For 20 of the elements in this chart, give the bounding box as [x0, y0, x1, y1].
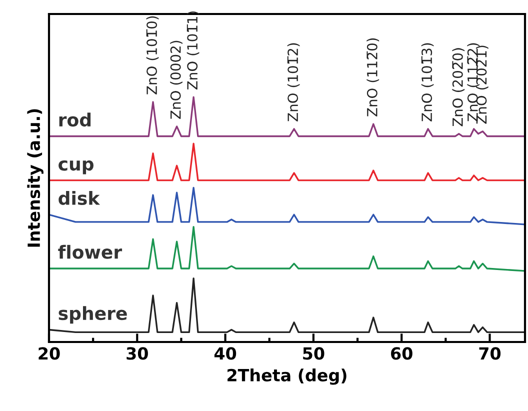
- x-tick-label: 20: [38, 347, 60, 360]
- series-label: sphere: [58, 306, 127, 324]
- x-tick-label: 30: [126, 347, 148, 360]
- x-tick-label: 50: [303, 347, 324, 360]
- series-label: rod: [59, 112, 91, 127]
- annotation: ZnO (101̅2): [287, 43, 300, 122]
- x-axis-title: 2Theta (deg): [228, 368, 346, 385]
- annotation: ZnO (101̅0): [146, 16, 159, 94]
- annotation: ZnO (0002): [170, 40, 182, 119]
- series-label: flower: [58, 244, 122, 259]
- series-label: disk: [58, 191, 100, 205]
- annotation: ZnO (112̅0): [366, 38, 380, 116]
- annotation: ZnO (101̅3): [421, 43, 434, 122]
- y-axis-title: Intensity (a.u.): [27, 109, 44, 247]
- series-label: cup: [58, 160, 94, 174]
- x-tick-label: 70: [479, 347, 501, 360]
- x-tick-label: 60: [391, 347, 412, 360]
- x-tick-label: 40: [214, 347, 236, 360]
- annotation: ZnO (101̅1): [186, 11, 200, 90]
- annotation: ZnO (202̅0): [452, 48, 465, 126]
